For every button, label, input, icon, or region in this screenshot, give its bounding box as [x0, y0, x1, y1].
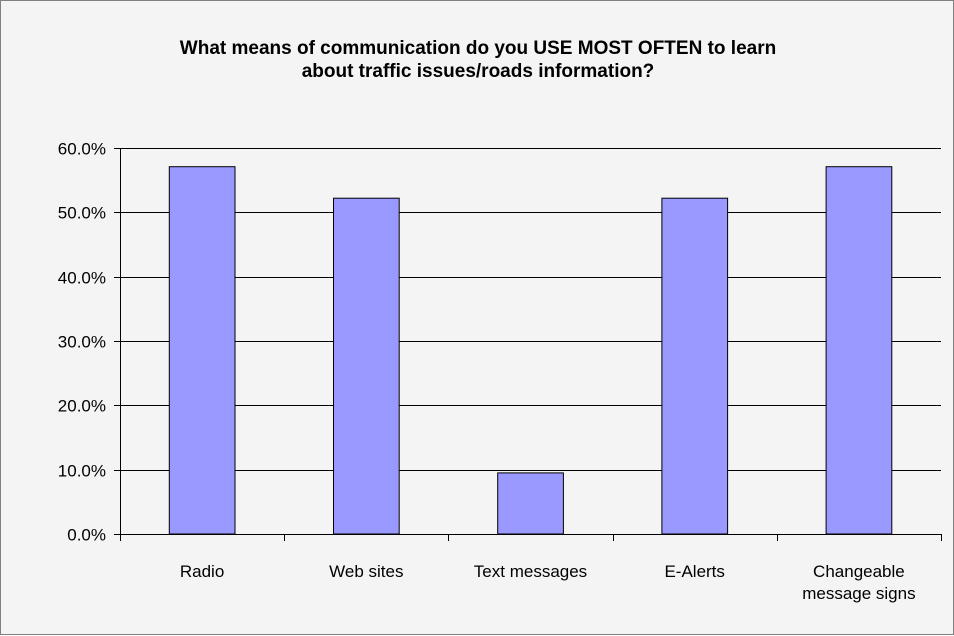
- bar: [661, 197, 729, 535]
- y-tick-label: 50.0%: [58, 204, 106, 223]
- bar: [825, 166, 893, 535]
- bar: [168, 166, 236, 535]
- y-tick-label: 30.0%: [58, 333, 106, 352]
- y-tick-label: 0.0%: [67, 526, 106, 545]
- y-tick-label: 10.0%: [58, 462, 106, 481]
- x-tick-label: Web sites: [329, 562, 403, 581]
- y-tick-label: 40.0%: [58, 269, 106, 288]
- bar: [333, 197, 400, 535]
- x-tick-label: E-Alerts: [664, 562, 724, 581]
- x-tick-label: Radio: [180, 562, 224, 581]
- y-tick-label: 60.0%: [58, 140, 106, 159]
- bar: [497, 472, 564, 535]
- y-tick-label: 20.0%: [58, 397, 106, 416]
- chart-title: What means of communication do you USE M…: [179, 38, 777, 82]
- x-tick-label: Changeable message signs: [802, 562, 915, 603]
- x-tick-label: Text messages: [474, 562, 587, 581]
